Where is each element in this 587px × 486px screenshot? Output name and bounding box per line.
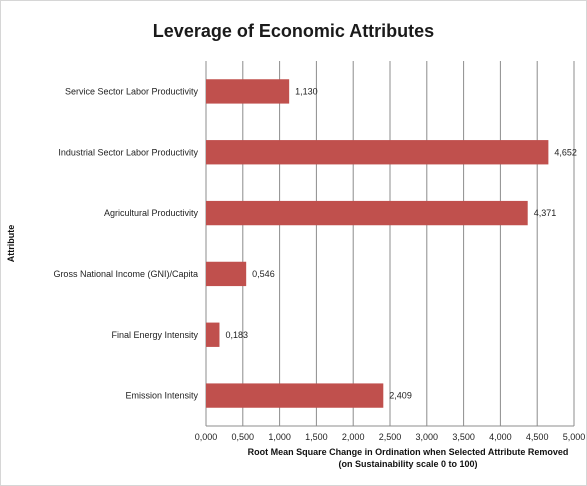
data-label: 4,371 bbox=[534, 208, 557, 218]
bar bbox=[206, 140, 549, 165]
data-label: 4,652 bbox=[554, 147, 577, 157]
x-tick-label: 4,500 bbox=[526, 432, 549, 442]
data-label: 2,409 bbox=[389, 391, 412, 401]
x-tick-label: 1,000 bbox=[268, 432, 291, 442]
x-tick-label: 3,500 bbox=[452, 432, 475, 442]
data-label: 0,183 bbox=[225, 330, 248, 340]
category-label: Final Energy Intensity bbox=[111, 330, 198, 340]
data-label: 0,546 bbox=[252, 269, 275, 279]
x-tick-label: 1,500 bbox=[305, 432, 328, 442]
x-tick-label: 3,000 bbox=[416, 432, 439, 442]
x-tick-label: 0,500 bbox=[232, 432, 255, 442]
bar bbox=[206, 200, 528, 226]
category-label: Agricultural Productivity bbox=[104, 208, 199, 218]
x-tick-label: 2,500 bbox=[379, 432, 402, 442]
category-label: Service Sector Labor Productivity bbox=[65, 86, 199, 96]
y-axis-title: Attribute bbox=[6, 225, 16, 263]
category-label: Gross National Income (GNI)/Capita bbox=[53, 269, 198, 279]
bar bbox=[206, 383, 384, 408]
data-label: 1,130 bbox=[295, 86, 318, 96]
chart-title: Leverage of Economic Attributes bbox=[152, 21, 435, 41]
x-tick-label: 5,000 bbox=[563, 432, 586, 442]
x-axis-title: Root Mean Square Change in Ordination wh… bbox=[248, 447, 569, 457]
bar bbox=[206, 79, 290, 104]
x-axis-subtitle: (on Sustainability scale 0 to 100) bbox=[338, 459, 477, 469]
bar bbox=[206, 322, 220, 347]
x-tick-label: 0,000 bbox=[195, 432, 218, 442]
x-tick-label: 2,000 bbox=[342, 432, 365, 442]
bar bbox=[206, 261, 247, 287]
category-label: Emission Intensity bbox=[125, 391, 198, 401]
x-tick-label: 4,000 bbox=[489, 432, 512, 442]
category-label: Industrial Sector Labor Productivity bbox=[58, 147, 198, 157]
